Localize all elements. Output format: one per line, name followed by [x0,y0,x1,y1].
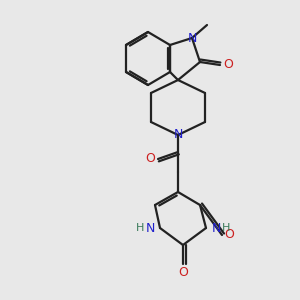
Text: N: N [211,221,221,235]
Text: N: N [187,32,197,44]
Text: O: O [224,229,234,242]
Text: H: H [136,223,144,233]
Text: O: O [178,266,188,278]
Text: O: O [223,58,233,71]
Text: N: N [173,128,183,142]
Text: H: H [222,223,230,233]
Text: O: O [145,152,155,166]
Text: N: N [145,221,155,235]
